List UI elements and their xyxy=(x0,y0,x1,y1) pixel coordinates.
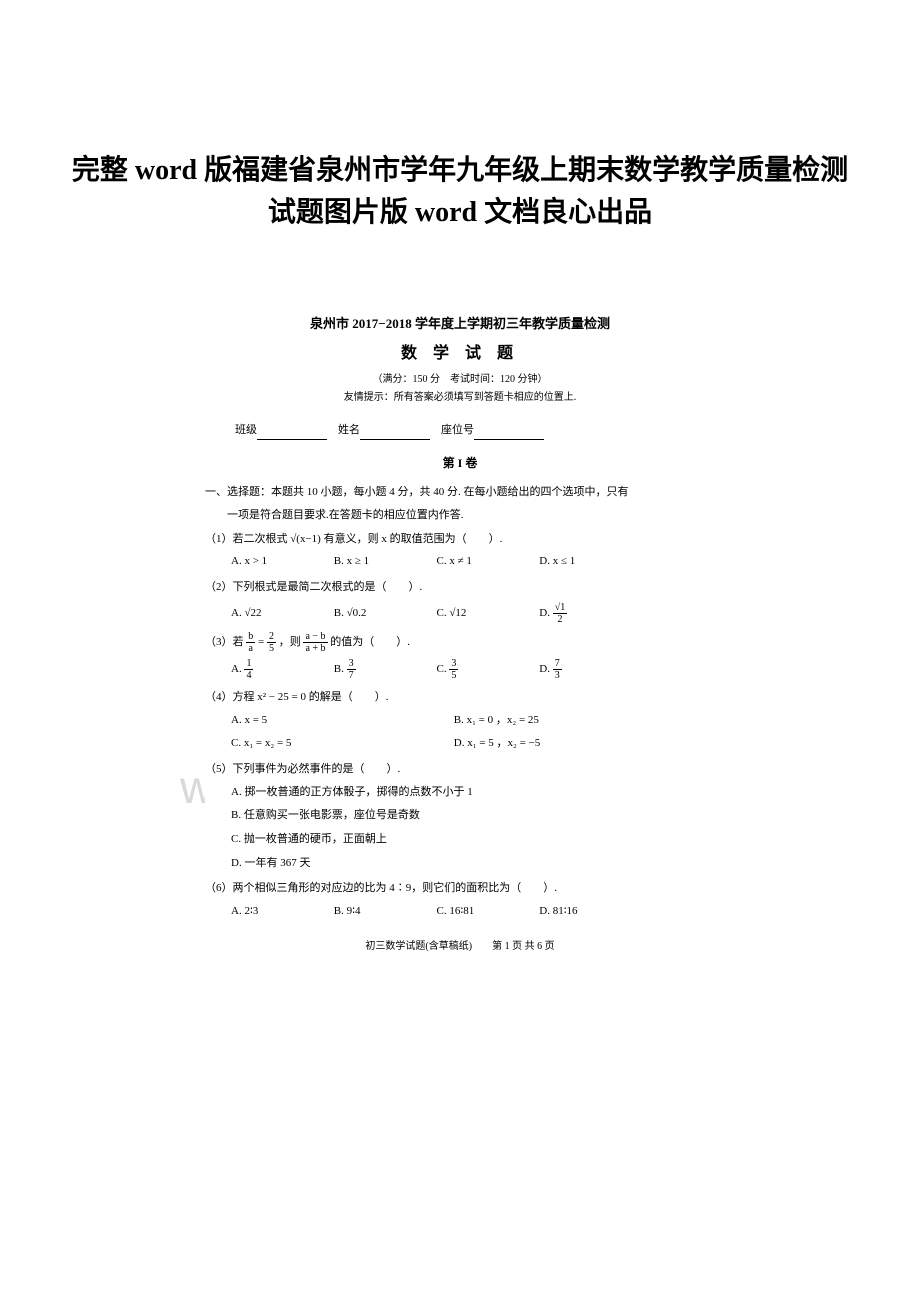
q2-opt-a: A. √22 xyxy=(231,605,331,623)
q6-opt-a: A. 2∶3 xyxy=(231,903,331,921)
exam-header: 泉州市 2017−2018 学年度上学期初三年教学质量检测 xyxy=(205,314,715,335)
q4-opt-b: B. x₁ = 0 ，x₂ = 25 xyxy=(454,712,674,730)
exam-title: 数 学 试 题 xyxy=(205,341,715,367)
q2-opt-d: D. √12 xyxy=(539,602,639,625)
q5-opt-c: C. 抛一枚普通的硬币，正面朝上 xyxy=(205,831,715,849)
question-3: （3）若 ba = 25 ，则 a − ba + b 的值为（ ）. xyxy=(205,631,715,654)
options-6: A. 2∶3 B. 9∶4 C. 16∶81 D. 81∶16 xyxy=(205,903,715,921)
section-1-label: 第 I 卷 xyxy=(205,454,715,473)
q3-opt-d: D. 73 xyxy=(539,658,639,681)
blank-class xyxy=(257,428,327,440)
question-4: （4）方程 x² − 25 = 0 的解是（ ）. xyxy=(205,687,715,708)
label-name: 姓名 xyxy=(338,424,360,436)
options-2: A. √22 B. √0.2 C. √12 D. √12 xyxy=(205,602,715,625)
blank-name xyxy=(360,428,430,440)
exam-paper: 泉州市 2017−2018 学年度上学期初三年教学质量检测 数 学 试 题 （满… xyxy=(205,314,715,955)
blank-seat xyxy=(474,428,544,440)
q2-opt-b: B. √0.2 xyxy=(334,605,434,623)
label-seat: 座位号 xyxy=(441,424,474,436)
page-footer: 初三数学试题(含草稿纸) 第 1 页 共 6 页 xyxy=(205,939,715,955)
q6-opt-b: B. 9∶4 xyxy=(334,903,434,921)
q2-opt-c: C. √12 xyxy=(437,605,537,623)
page-title: 完整 word 版福建省泉州市学年九年级上期末数学教学质量检测试题图片版 wor… xyxy=(0,0,920,274)
question-5: （5）下列事件为必然事件的是（ ）. xyxy=(205,759,715,780)
q4-opt-c: C. x₁ = x₂ = 5 xyxy=(231,735,451,753)
q6-opt-d: D. 81∶16 xyxy=(539,903,639,921)
q4-opt-a: A. x = 5 xyxy=(231,712,451,730)
options-1: A. x > 1 B. x ≥ 1 C. x ≠ 1 D. x ≤ 1 xyxy=(205,553,715,571)
q3-opt-a: A. 14 xyxy=(231,658,331,681)
q1-opt-d: D. x ≤ 1 xyxy=(539,553,639,571)
instruction-line1: 一、选择题：本题共 10 小题，每小题 4 分，共 40 分. 在每小题给出的四… xyxy=(205,483,715,502)
q5-opt-a: A. 掷一枚普通的正方体骰子，掷得的点数不小于 1 xyxy=(205,784,715,802)
q1-opt-a: A. x > 1 xyxy=(231,553,331,571)
q1-opt-c: C. x ≠ 1 xyxy=(437,553,537,571)
fill-blanks-row: 班级 姓名 座位号 xyxy=(235,422,715,440)
question-6: （6）两个相似三角形的对应边的比为 4∶9，则它们的面积比为（ ）. xyxy=(205,878,715,899)
instruction-line2: 一项是符合题目要求.在答题卡的相应位置内作答. xyxy=(205,506,715,525)
exam-tip: 友情提示：所有答案必须填写到答题卡相应的位置上. xyxy=(205,390,715,406)
question-2: （2）下列根式是最简二次根式的是（ ）. xyxy=(205,577,715,598)
q3-opt-c: C. 35 xyxy=(437,658,537,681)
question-1: （1）若二次根式 √(x−1) 有意义，则 x 的取值范围为（ ）. xyxy=(205,529,715,550)
options-4-row2: C. x₁ = x₂ = 5 D. x₁ = 5 ，x₂ = −5 xyxy=(205,735,715,753)
exam-subtitle: （满分：150 分 考试时间：120 分钟） xyxy=(205,372,715,388)
label-class: 班级 xyxy=(235,424,257,436)
q5-opt-d: D. 一年有 367 天 xyxy=(205,855,715,873)
options-4-row1: A. x = 5 B. x₁ = 0 ，x₂ = 25 xyxy=(205,712,715,730)
q4-opt-d: D. x₁ = 5 ，x₂ = −5 xyxy=(454,735,674,753)
q3-opt-b: B. 37 xyxy=(334,658,434,681)
q5-opt-b: B. 任意购买一张电影票，座位号是奇数 xyxy=(205,807,715,825)
q6-opt-c: C. 16∶81 xyxy=(437,903,537,921)
q1-opt-b: B. x ≥ 1 xyxy=(334,553,434,571)
options-3: A. 14 B. 37 C. 35 D. 73 xyxy=(205,658,715,681)
